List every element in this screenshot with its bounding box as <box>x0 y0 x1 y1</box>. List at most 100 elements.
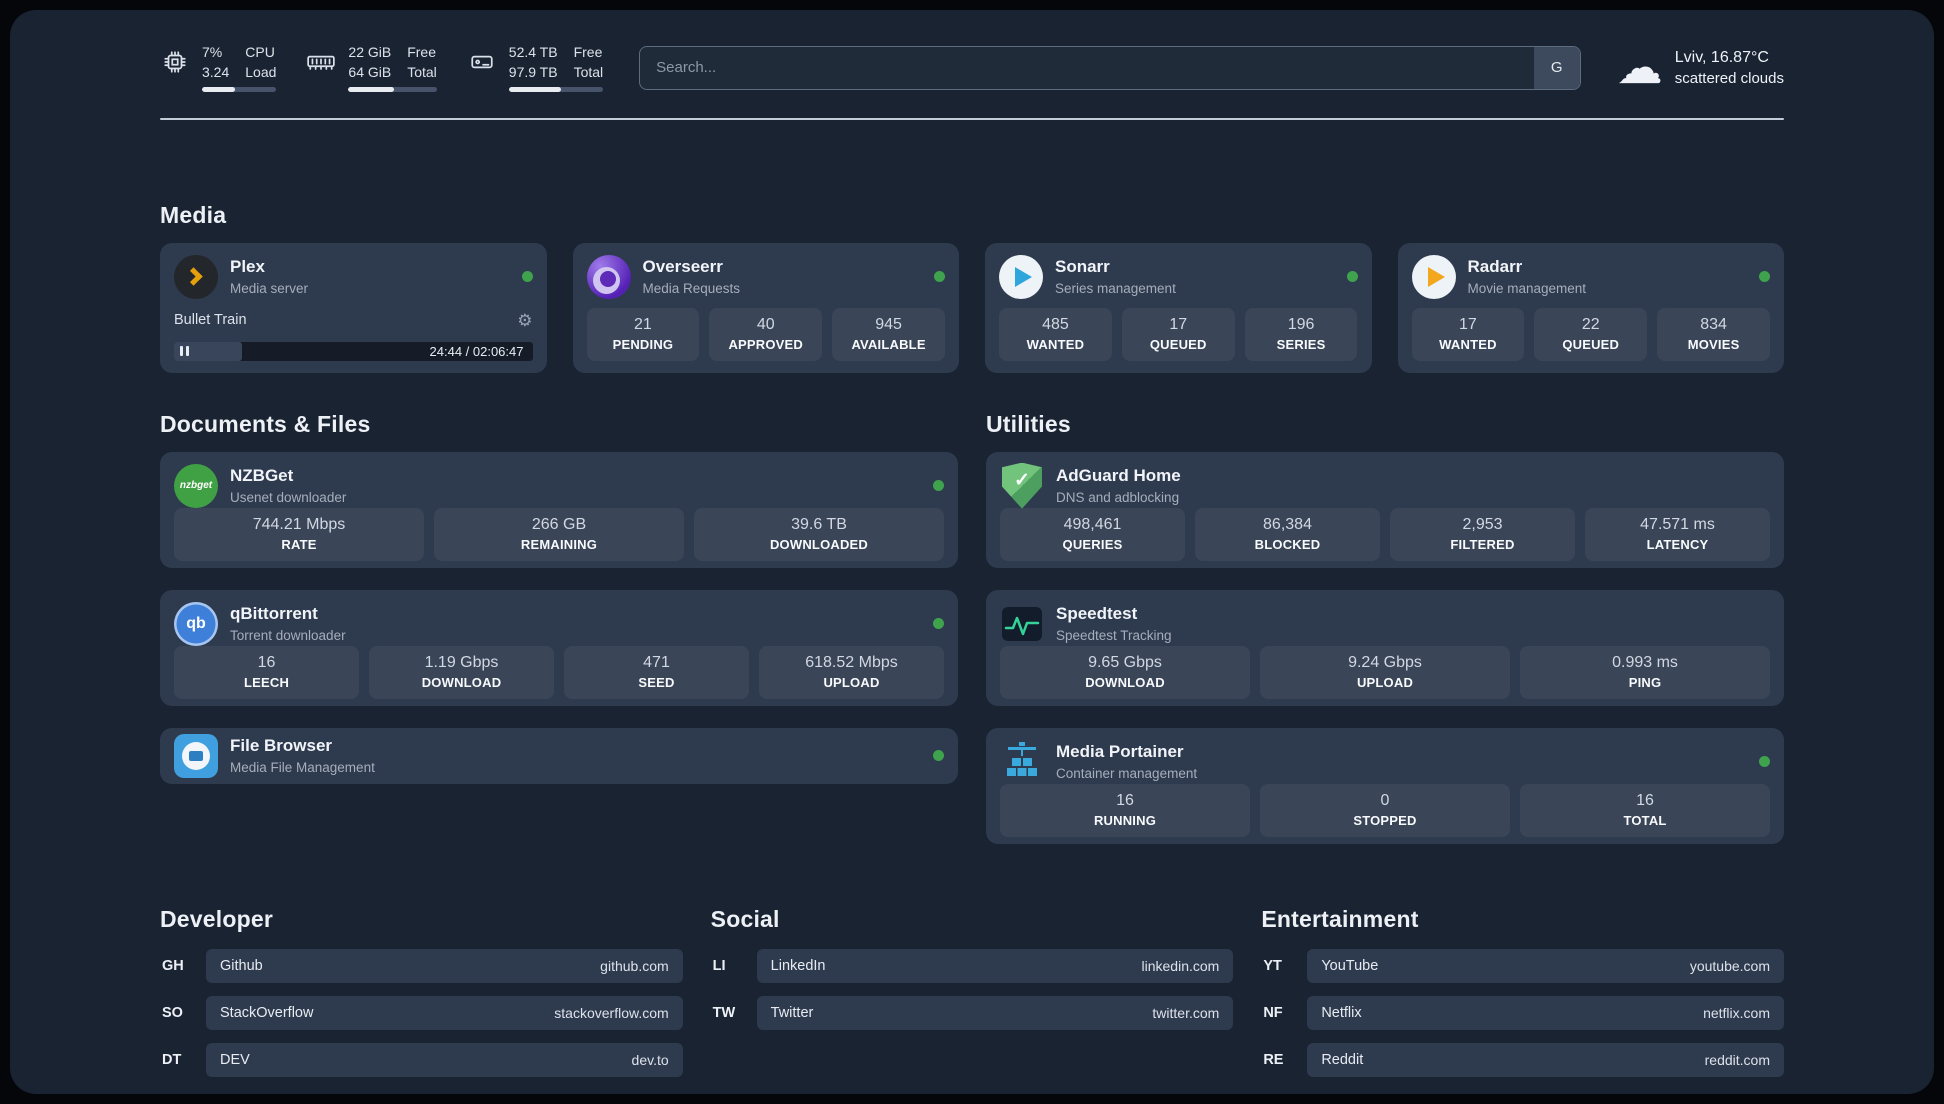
cloud-icon: ☁ <box>1616 41 1663 94</box>
bookmark-url: twitter.com <box>1152 1004 1220 1021</box>
stat-tile: 39.6 TB DOWNLOADED <box>694 507 944 561</box>
stat-value: 16 <box>1116 791 1134 809</box>
stat-label: RATE <box>281 536 317 552</box>
app-subtitle: Movie management <box>1467 280 1587 296</box>
radarr-icon <box>1411 254 1456 299</box>
bookmark-abbr: TW <box>712 1004 736 1021</box>
weather-widget: ☁ Lviv, 16.87°C scattered clouds <box>1616 41 1784 94</box>
stat-value: 16 <box>257 653 276 671</box>
filebrowser-icon <box>174 733 218 778</box>
section-title-social: Social <box>710 905 780 932</box>
app-name: NZBGet <box>230 466 294 486</box>
bookmark-bar: Netflix netflix.com <box>1307 995 1784 1030</box>
bookmark-url: dev.to <box>631 1051 669 1068</box>
topbar-divider <box>160 117 1784 120</box>
overseerr-icon <box>586 254 631 299</box>
disk-icon <box>467 49 497 75</box>
playback-time: 24:44 / 02:06:47 <box>429 343 524 359</box>
app-card-plex[interactable]: Plex Media server Bullet Train ⚙ 24:44 <box>160 242 547 373</box>
memory-usage-bar <box>348 86 437 92</box>
stat-tile: 744.21 Mbps RATE <box>174 507 424 561</box>
stat-value: 1.19 Gbps <box>424 653 499 671</box>
stat-tile: 17 QUEUED <box>1121 307 1235 361</box>
stat-tile: 16 RUNNING <box>1000 783 1250 837</box>
speedtest-icon <box>1000 602 1044 646</box>
app-card-overseerr[interactable]: Overseerr Media Requests 21 PENDING 40 A… <box>572 242 959 373</box>
app-card-filebrowser[interactable]: File Browser Media File Management <box>160 727 958 784</box>
bookmark-dev[interactable]: DT DEV dev.to <box>160 1042 683 1077</box>
app-subtitle: Usenet downloader <box>230 489 347 505</box>
bookmark-name: StackOverflow <box>220 1004 314 1021</box>
bookmark-twitter[interactable]: TW Twitter twitter.com <box>711 995 1234 1030</box>
bookmark-reddit[interactable]: RE Reddit reddit.com <box>1261 1042 1784 1077</box>
cpu-load-label: Load <box>245 63 277 80</box>
adguard-icon: ✓ <box>1000 462 1044 509</box>
stat-label: REMAINING <box>520 536 598 552</box>
bookmark-linkedin[interactable]: LI LinkedIn linkedin.com <box>711 948 1234 983</box>
search-engine-button[interactable]: G <box>1533 46 1580 89</box>
app-subtitle: Media server <box>230 280 309 296</box>
bookmark-bar: Reddit reddit.com <box>1307 1042 1784 1077</box>
stat-label: RUNNING <box>1093 812 1157 828</box>
bookmark-bar: Github github.com <box>206 948 683 983</box>
search-input[interactable] <box>639 45 1581 90</box>
cpu-usage-bar <box>202 86 277 92</box>
app-card-qbittorrent[interactable]: qb qBittorrent Torrent downloader 16 LEE… <box>160 589 958 706</box>
stat-value: 39.6 TB <box>791 515 847 533</box>
app-name: Sonarr <box>1055 257 1110 277</box>
topbar: 7% 3.24 CPU Load <box>160 10 1784 92</box>
stat-value: 471 <box>643 653 670 671</box>
stat-tile: 1.19 Gbps DOWNLOAD <box>369 645 554 699</box>
app-card-portainer[interactable]: Media Portainer Container management 16 … <box>986 727 1784 844</box>
app-card-radarr[interactable]: Radarr Movie management 17 WANTED 22 QUE… <box>1397 242 1784 373</box>
stat-label: UPLOAD <box>1356 674 1414 690</box>
bookmark-bar: YouTube youtube.com <box>1307 948 1784 983</box>
app-card-nzbget[interactable]: nzbget NZBGet Usenet downloader 744.21 M… <box>160 451 958 568</box>
bookmark-github[interactable]: GH Github github.com <box>160 948 683 983</box>
stat-label: BLOCKED <box>1254 536 1321 552</box>
status-indicator <box>1759 271 1770 283</box>
dashboard: 7% 3.24 CPU Load <box>10 10 1934 1094</box>
disk-free: 52.4 TB <box>508 44 558 60</box>
bookmark-url: youtube.com <box>1689 957 1770 974</box>
app-card-adguard[interactable]: ✓ AdGuard Home DNS and adblocking 498,46… <box>986 451 1784 568</box>
app-card-sonarr[interactable]: Sonarr Series management 485 WANTED 17 Q… <box>985 242 1372 373</box>
gear-icon[interactable]: ⚙ <box>517 310 533 330</box>
playback-progress-fill <box>174 341 243 361</box>
bookmark-netflix[interactable]: NF Netflix netflix.com <box>1261 995 1784 1030</box>
weather-location-temp: Lviv, 16.87°C <box>1674 48 1769 66</box>
stat-tile: 618.52 Mbps UPLOAD <box>759 645 944 699</box>
bookmark-name: LinkedIn <box>770 957 826 974</box>
cpu-load-average: 3.24 <box>202 63 230 80</box>
stat-tile: 47.571 ms LATENCY <box>1585 507 1770 561</box>
playback-progress-bar[interactable]: 24:44 / 02:06:47 <box>174 341 533 361</box>
section-title-media: Media <box>160 201 227 228</box>
disk-usage-bar <box>508 86 604 92</box>
memory-free: 22 GiB <box>348 44 392 60</box>
stat-value: 618.52 Mbps <box>805 653 898 671</box>
app-subtitle: Torrent downloader <box>230 627 346 643</box>
bookmark-name: YouTube <box>1321 957 1379 974</box>
bookmark-url: github.com <box>600 957 669 974</box>
stat-label: DOWNLOADED <box>769 536 869 552</box>
app-name: AdGuard Home <box>1056 466 1181 486</box>
stat-label: LATENCY <box>1646 536 1709 552</box>
bookmark-name: DEV <box>220 1051 250 1068</box>
stat-tile: 945 AVAILABLE <box>832 307 945 361</box>
app-subtitle: Container management <box>1056 765 1198 781</box>
search-bar: G <box>639 45 1581 90</box>
app-card-speedtest[interactable]: Speedtest Speedtest Tracking 9.65 Gbps D… <box>986 589 1784 706</box>
section-title-developer: Developer <box>160 905 274 932</box>
bookmark-name: Twitter <box>770 1004 814 1021</box>
bookmark-youtube[interactable]: YT YouTube youtube.com <box>1261 948 1784 983</box>
bookmark-stackoverflow[interactable]: SO StackOverflow stackoverflow.com <box>160 995 683 1030</box>
cpu-icon <box>160 49 190 75</box>
stat-tile: 485 WANTED <box>999 307 1112 361</box>
section-title-entertainment: Entertainment <box>1261 905 1419 932</box>
stat-label: PENDING <box>612 336 674 352</box>
pause-icon[interactable] <box>180 346 189 357</box>
stat-value: 266 GB <box>531 515 587 533</box>
status-indicator <box>933 750 944 762</box>
stat-label: STOPPED <box>1353 812 1417 828</box>
app-name: Plex <box>230 257 265 277</box>
